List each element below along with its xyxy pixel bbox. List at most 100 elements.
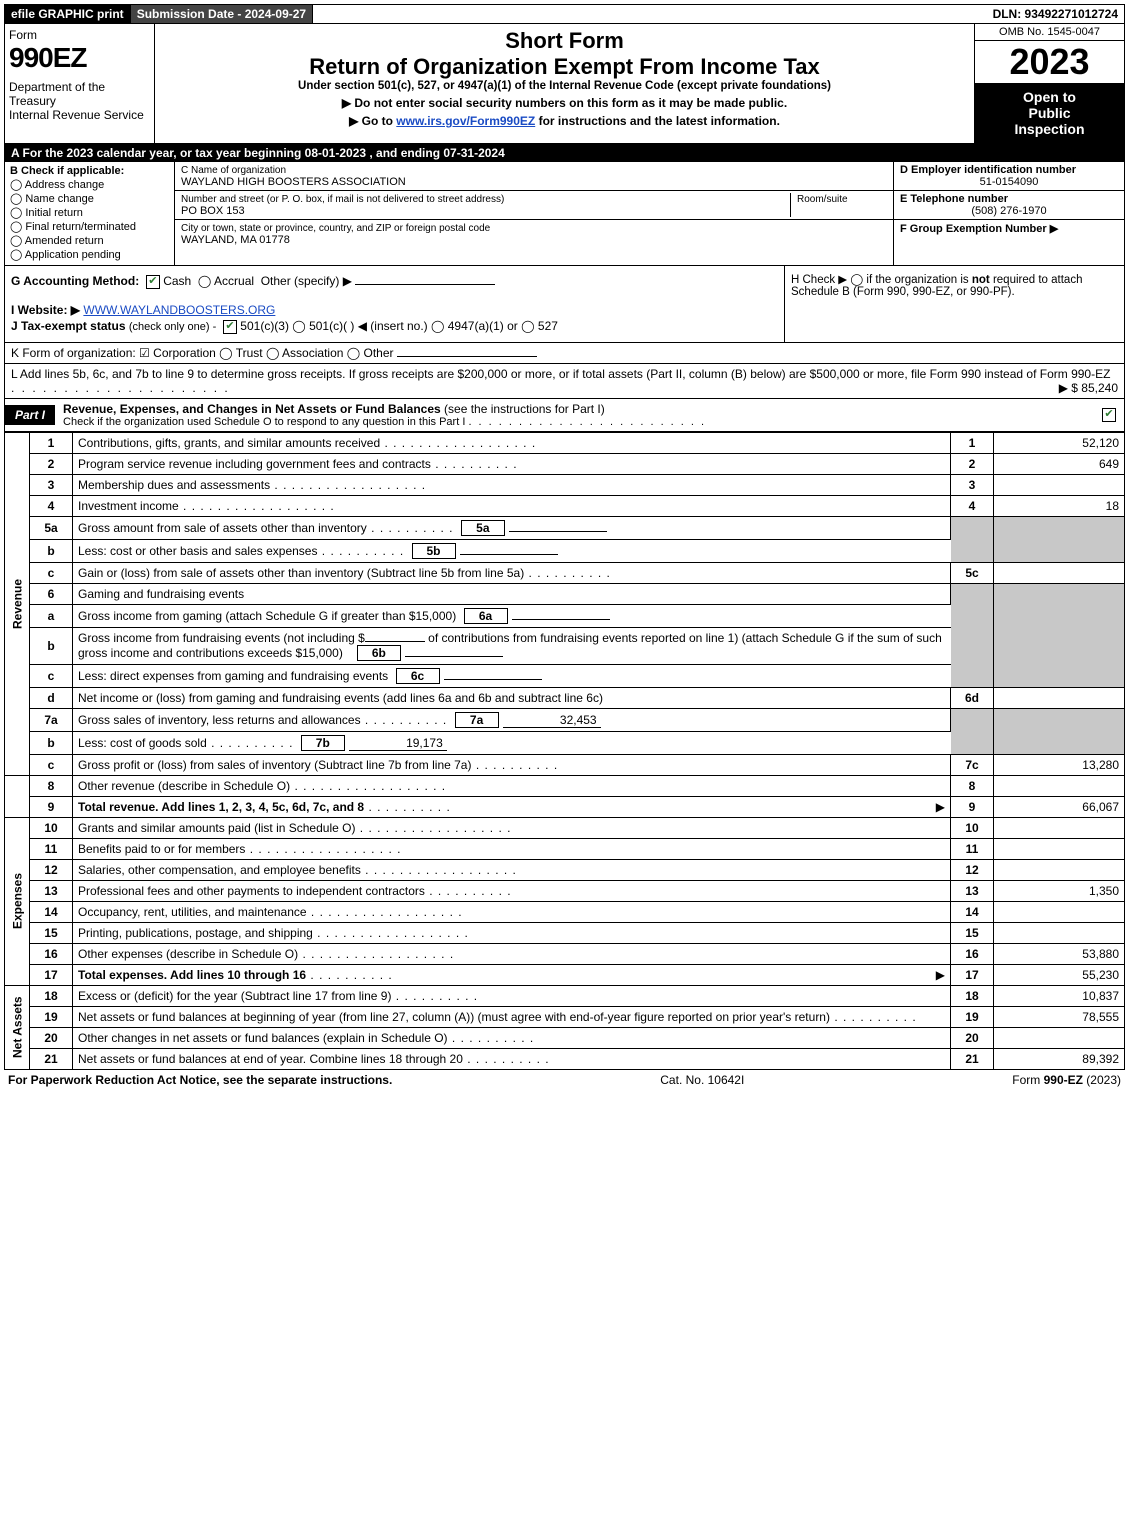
part-1-title-note: (see the instructions for Part I) bbox=[444, 402, 605, 416]
j-label: J Tax-exempt status bbox=[11, 319, 126, 333]
part-1-title: Revenue, Expenses, and Changes in Net As… bbox=[55, 399, 1102, 431]
line-7c-desc: Gross profit or (loss) from sales of inv… bbox=[73, 754, 951, 775]
line-6d-amt bbox=[994, 687, 1125, 708]
line-6d-desc: Net income or (loss) from gaming and fun… bbox=[73, 687, 951, 708]
line-18-ref: 18 bbox=[951, 985, 994, 1006]
line-21-amt: 89,392 bbox=[994, 1048, 1125, 1069]
website-link[interactable]: WWW.WAYLANDBOOSTERS.ORG bbox=[83, 303, 275, 317]
line-7a-desc: Gross sales of inventory, less returns a… bbox=[73, 708, 951, 731]
line-6a-box: 6a bbox=[464, 608, 508, 624]
line-7a-no: 7a bbox=[30, 708, 73, 731]
chk-cash[interactable] bbox=[146, 275, 160, 289]
org-city: WAYLAND, MA 01778 bbox=[181, 234, 290, 246]
e-phone-block: E Telephone number (508) 276-1970 bbox=[894, 191, 1124, 220]
line-9-desc: Total revenue. Add lines 1, 2, 3, 4, 5c,… bbox=[73, 796, 951, 817]
k-other-input[interactable] bbox=[397, 356, 537, 357]
chk-initial-return[interactable]: Initial return bbox=[10, 206, 169, 219]
line-10-no: 10 bbox=[30, 817, 73, 838]
line-6a-desc: Gross income from gaming (attach Schedul… bbox=[73, 604, 951, 627]
f-group-block: F Group Exemption Number ▶ bbox=[894, 220, 1124, 237]
line-7b-desc: Less: cost of goods sold 7b19,173 bbox=[73, 731, 951, 754]
line-11-no: 11 bbox=[30, 838, 73, 859]
vlabel-revenue: Revenue bbox=[5, 432, 30, 775]
line-5b-box: 5b bbox=[412, 543, 456, 559]
line-6c-box: 6c bbox=[396, 668, 440, 684]
line-15-no: 15 bbox=[30, 922, 73, 943]
k-text: K Form of organization: ☑ Corporation ◯ … bbox=[11, 346, 394, 360]
line-15-amt bbox=[994, 922, 1125, 943]
line-6abc-ref-shade bbox=[951, 583, 994, 687]
form-number: 990EZ bbox=[9, 42, 150, 74]
subtitle: Under section 501(c), 527, or 4947(a)(1)… bbox=[163, 80, 966, 92]
line-10-amt bbox=[994, 817, 1125, 838]
line-4-desc: Investment income bbox=[73, 495, 951, 516]
tax-year: 2023 bbox=[975, 41, 1124, 83]
line-19-desc: Net assets or fund balances at beginning… bbox=[73, 1006, 951, 1027]
line-6d-no: d bbox=[30, 687, 73, 708]
schedule-o-checkbox[interactable] bbox=[1102, 408, 1116, 422]
line-21-desc: Net assets or fund balances at end of ye… bbox=[73, 1048, 951, 1069]
g-other-input[interactable] bbox=[355, 284, 495, 285]
efile-print-label[interactable]: efile GRAPHIC print bbox=[5, 5, 131, 23]
col-h: H Check ▶ ◯ if the organization is not r… bbox=[784, 266, 1124, 342]
c-room-label: Room/suite bbox=[797, 194, 848, 205]
open-line-1: Open to bbox=[1023, 89, 1076, 105]
line-6b-box: 6b bbox=[357, 645, 401, 661]
line-8-amt bbox=[994, 775, 1125, 796]
line-5a-desc: Gross amount from sale of assets other t… bbox=[73, 516, 951, 539]
col-g: G Accounting Method: Cash ◯ Accrual Othe… bbox=[5, 266, 784, 342]
line-7b-no: b bbox=[30, 731, 73, 754]
chk-501c3[interactable] bbox=[223, 320, 237, 334]
irs-link[interactable]: www.irs.gov/Form990EZ bbox=[396, 114, 535, 128]
line-10-ref: 10 bbox=[951, 817, 994, 838]
line-2-ref: 2 bbox=[951, 453, 994, 474]
line-6b-no: b bbox=[30, 627, 73, 664]
line-20-no: 20 bbox=[30, 1027, 73, 1048]
line-6b-blank[interactable] bbox=[365, 641, 425, 642]
arrow-icon: ▶ bbox=[936, 800, 945, 814]
line-11-ref: 11 bbox=[951, 838, 994, 859]
line-12-no: 12 bbox=[30, 859, 73, 880]
c-name-block: C Name of organization WAYLAND HIGH BOOS… bbox=[175, 162, 893, 191]
form-label: Form bbox=[9, 28, 150, 42]
arrow-icon: ▶ bbox=[936, 968, 945, 982]
line-6b-val bbox=[405, 656, 503, 657]
line-19-ref: 19 bbox=[951, 1006, 994, 1027]
line-5a-val bbox=[509, 531, 607, 532]
line-5a-box: 5a bbox=[461, 520, 505, 536]
line-6-desc: Gaming and fundraising events bbox=[73, 583, 951, 604]
submission-date: Submission Date - 2024-09-27 bbox=[131, 5, 313, 23]
main-title: Return of Organization Exempt From Incom… bbox=[163, 54, 966, 80]
section-g-to-j: G Accounting Method: Cash ◯ Accrual Othe… bbox=[4, 266, 1125, 343]
chk-name-change[interactable]: Name change bbox=[10, 192, 169, 205]
line-7a-val: 32,453 bbox=[503, 713, 601, 728]
line-7c-amt: 13,280 bbox=[994, 754, 1125, 775]
line-5ab-amt-shade bbox=[994, 516, 1125, 562]
chk-address-change[interactable]: Address change bbox=[10, 178, 169, 191]
line-5a-no: 5a bbox=[30, 516, 73, 539]
i-website: I Website: ▶ WWW.WAYLANDBOOSTERS.ORG bbox=[11, 303, 778, 317]
open-public-badge: Open to Public Inspection bbox=[975, 83, 1124, 143]
chk-application-pending[interactable]: Application pending bbox=[10, 248, 169, 261]
line-19-no: 19 bbox=[30, 1006, 73, 1027]
line-18-desc: Excess or (deficit) for the year (Subtra… bbox=[73, 985, 951, 1006]
line-12-amt bbox=[994, 859, 1125, 880]
chk-final-return[interactable]: Final return/terminated bbox=[10, 220, 169, 233]
org-name: WAYLAND HIGH BOOSTERS ASSOCIATION bbox=[181, 176, 406, 188]
part-1-title-text: Revenue, Expenses, and Changes in Net As… bbox=[63, 402, 441, 416]
chk-amended-return[interactable]: Amended return bbox=[10, 234, 169, 247]
line-14-desc: Occupancy, rent, utilities, and maintena… bbox=[73, 901, 951, 922]
d-ein-block: D Employer identification number 51-0154… bbox=[894, 162, 1124, 191]
line-1-no: 1 bbox=[30, 432, 73, 453]
dept-irs: Internal Revenue Service bbox=[9, 108, 150, 122]
header-mid: Short Form Return of Organization Exempt… bbox=[155, 24, 974, 143]
c-city-label: City or town, state or province, country… bbox=[181, 223, 490, 234]
c-street-block: Number and street (or P. O. box, if mail… bbox=[175, 191, 893, 220]
line-17-no: 17 bbox=[30, 964, 73, 985]
line-1-amt: 52,120 bbox=[994, 432, 1125, 453]
vlabel-revenue-cont bbox=[5, 775, 30, 817]
line-7c-no: c bbox=[30, 754, 73, 775]
line-10-desc: Grants and similar amounts paid (list in… bbox=[73, 817, 951, 838]
part-1-sub: Check if the organization used Schedule … bbox=[63, 416, 1094, 428]
line-9-ref: 9 bbox=[951, 796, 994, 817]
